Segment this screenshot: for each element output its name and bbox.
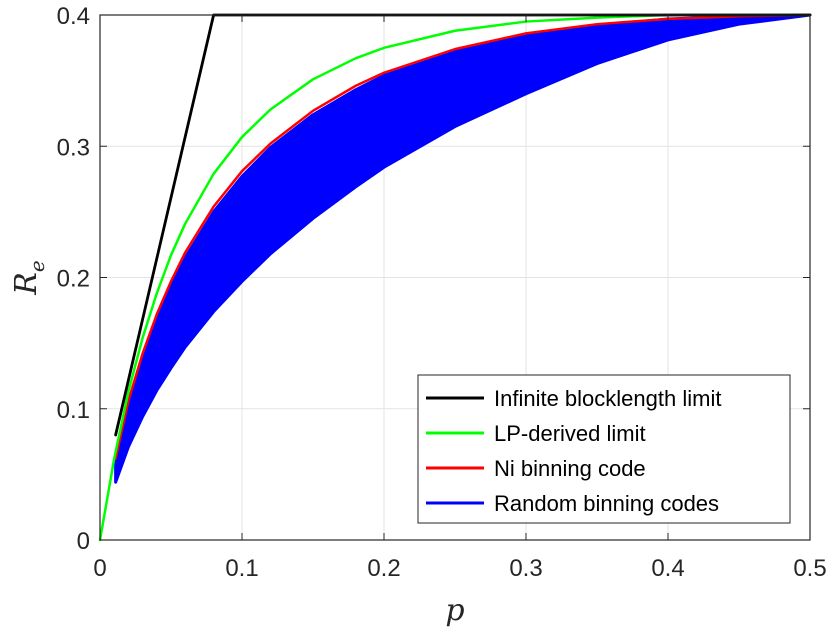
legend-box (417, 374, 791, 524)
y-axis-label-main: R (9, 272, 44, 296)
legend-label-ni-binning-code: Ni binning code (494, 456, 646, 481)
x-tick-label-1: 0.1 (225, 555, 258, 582)
x-tick-label-4: 0.4 (651, 555, 684, 582)
x-tick-label-2: 0.2 (367, 555, 400, 582)
tick-labels: 0 0.1 0.2 0.3 0.4 0.5 0 0.1 0.2 0.3 0.4 (57, 3, 827, 582)
x-axis-label: p (445, 593, 464, 628)
y-tick-label-4: 0.4 (57, 3, 90, 30)
legend-label-lp-derived-limit: LP-derived limit (494, 421, 646, 446)
x-tick-label-5: 0.5 (793, 555, 826, 582)
legend-label-random-binning-codes: Random binning codes (494, 491, 719, 516)
x-tick-label-0: 0 (93, 555, 106, 582)
legend-label-infinite-blocklength-limit: Infinite blocklength limit (494, 386, 721, 411)
series-ni-binning-code-line (114, 13, 812, 460)
y-axis-label: Re (9, 260, 49, 295)
series-lp-derived-limit-line (98, 13, 812, 542)
y-axis-label-sub: e (25, 260, 49, 272)
axis-ticks (99, 14, 811, 541)
legend: Infinite blocklength limit LP-derived lim… (417, 374, 791, 524)
y-tick-label-0: 0 (77, 528, 90, 555)
y-tick-label-1: 0.1 (57, 397, 90, 424)
plot-area (98, 13, 812, 542)
x-tick-label-3: 0.3 (509, 555, 542, 582)
y-tick-label-3: 0.3 (57, 134, 90, 161)
y-tick-label-2: 0.2 (57, 266, 90, 293)
series-random-binning-codes-band (114, 13, 812, 484)
